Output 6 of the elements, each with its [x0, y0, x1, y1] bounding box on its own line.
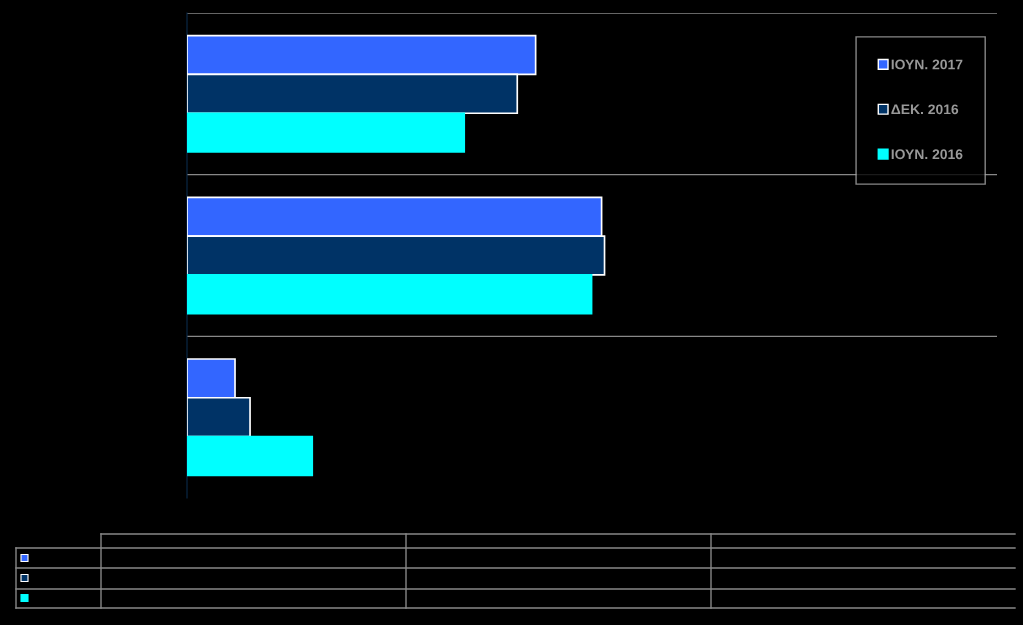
bar: [187, 435, 314, 477]
legend-label: ΔΕΚ. 2016: [891, 104, 959, 115]
bar: [187, 274, 593, 315]
legend-label: ΙΟΥΝ. 2017: [891, 59, 963, 70]
legend-label: ΙΟΥΝ. 2016: [891, 149, 963, 160]
bar: [187, 112, 466, 153]
